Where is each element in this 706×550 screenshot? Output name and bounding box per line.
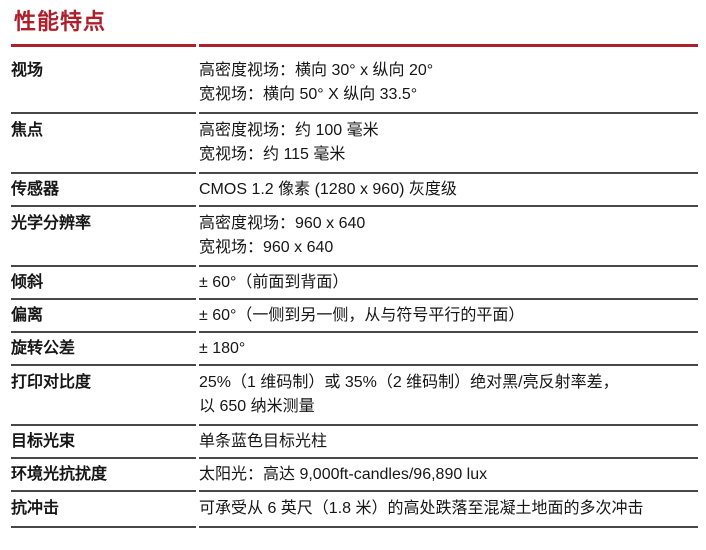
spec-label: 打印对比度 xyxy=(11,366,196,426)
page-title: 性能特点 xyxy=(14,9,107,34)
spec-value: 可承受从 6 英尺（1.8 米）的高处跌落至混凝土地面的多次冲击 xyxy=(199,492,698,528)
spec-label: 环境光抗扰度 xyxy=(11,459,196,492)
spec-value: CMOS 1.2 像素 (1280 x 960) 灰度级 xyxy=(199,174,698,207)
spec-label: 抗冲击 xyxy=(11,492,196,528)
table-row: 打印对比度 25%（1 维码制）或 35%（2 维码制）绝对黑/亮反射率差， 以… xyxy=(11,366,698,426)
table-row: 抗冲击 可承受从 6 英尺（1.8 米）的高处跌落至混凝土地面的多次冲击 xyxy=(11,492,698,528)
spec-value: ± 180° xyxy=(199,333,698,366)
table-row: 焦点 高密度视场：约 100 毫米 宽视场：约 115 毫米 xyxy=(11,114,698,174)
spec-value: ± 60°（一侧到另一侧，从与符号平行的平面） xyxy=(199,300,698,333)
spec-value: 高密度视场：960 x 640 宽视场：960 x 640 xyxy=(199,207,698,267)
spec-label: 旋转公差 xyxy=(11,333,196,366)
spec-value: ± 60°（前面到背面） xyxy=(199,267,698,300)
spec-label: 偏离 xyxy=(11,300,196,333)
spec-label: 光学分辨率 xyxy=(11,207,196,267)
table-row: 环境光抗扰度 太阳光：高达 9,000ft-candles/96,890 lux xyxy=(11,459,698,492)
spec-value: 25%（1 维码制）或 35%（2 维码制）绝对黑/亮反射率差， 以 650 纳… xyxy=(199,366,698,426)
table-row: 旋转公差 ± 180° xyxy=(11,333,698,366)
spec-value: 太阳光：高达 9,000ft-candles/96,890 lux xyxy=(199,459,698,492)
spec-value: 高密度视场：约 100 毫米 宽视场：约 115 毫米 xyxy=(199,114,698,174)
spec-label: 倾斜 xyxy=(11,267,196,300)
table-row: 视场 高密度视场：横向 30° x 纵向 20° 宽视场：横向 50° X 纵向… xyxy=(11,44,698,114)
spec-table: 视场 高密度视场：横向 30° x 纵向 20° 宽视场：横向 50° X 纵向… xyxy=(8,44,701,528)
spec-label: 焦点 xyxy=(11,114,196,174)
spec-label: 视场 xyxy=(11,44,196,114)
spec-label: 目标光束 xyxy=(11,426,196,459)
table-row: 偏离 ± 60°（一侧到另一侧，从与符号平行的平面） xyxy=(11,300,698,333)
table-row: 传感器 CMOS 1.2 像素 (1280 x 960) 灰度级 xyxy=(11,174,698,207)
table-row: 倾斜 ± 60°（前面到背面） xyxy=(11,267,698,300)
table-row: 目标光束 单条蓝色目标光柱 xyxy=(11,426,698,459)
spec-label: 传感器 xyxy=(11,174,196,207)
spec-value: 单条蓝色目标光柱 xyxy=(199,426,698,459)
spec-value: 高密度视场：横向 30° x 纵向 20° 宽视场：横向 50° X 纵向 33… xyxy=(199,44,698,114)
table-row: 光学分辨率 高密度视场：960 x 640 宽视场：960 x 640 xyxy=(11,207,698,267)
